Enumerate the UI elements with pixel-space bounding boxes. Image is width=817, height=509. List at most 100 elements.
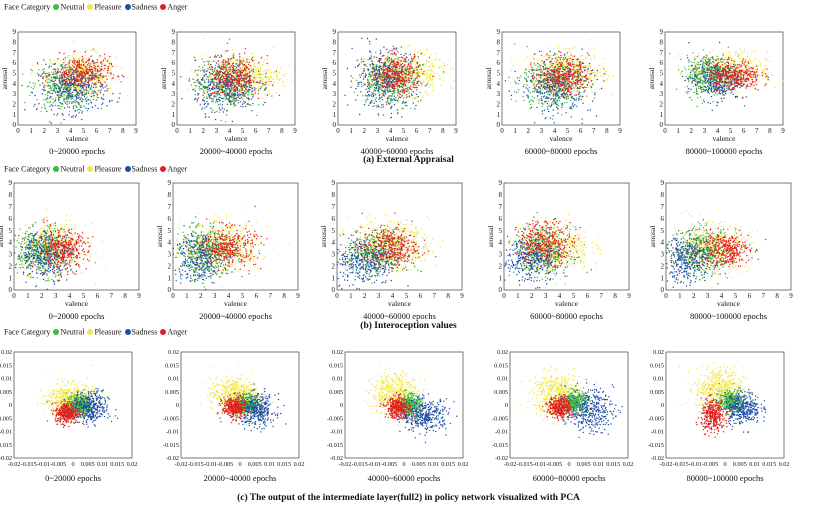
point-anger [216, 73, 218, 75]
point-anger [249, 65, 252, 67]
point-sadness [203, 71, 205, 73]
point-pleasure [72, 56, 75, 59]
point-neutral [201, 58, 203, 60]
point-pleasure [272, 77, 275, 80]
point-neutral [398, 56, 400, 59]
point-anger [249, 78, 251, 80]
point-anger [211, 82, 213, 84]
point-sadness [81, 112, 83, 114]
point-sadness [416, 61, 418, 63]
point-anger [404, 83, 406, 85]
point-neutral [232, 96, 234, 99]
point-neutral [384, 92, 387, 94]
point-pleasure [243, 72, 246, 74]
point-anger [227, 98, 229, 101]
point-sadness [38, 74, 40, 77]
point-anger [243, 80, 245, 82]
point-neutral [385, 63, 387, 65]
point-neutral [195, 85, 198, 87]
point-anger [424, 85, 427, 87]
point-sadness [203, 70, 205, 72]
point-sadness [112, 93, 114, 95]
point-anger [381, 55, 384, 57]
point-neutral [54, 70, 56, 73]
point-neutral [60, 122, 62, 124]
point-neutral [197, 94, 199, 96]
point-sadness [259, 82, 261, 84]
point-pleasure [97, 72, 99, 75]
point-sadness [71, 102, 73, 104]
point-neutral [233, 101, 236, 104]
point-sadness [95, 99, 98, 101]
point-sadness [221, 79, 224, 81]
point-pleasure [428, 69, 431, 71]
point-anger [85, 71, 87, 73]
point-sadness [68, 93, 70, 96]
point-pleasure [61, 87, 63, 90]
point-neutral [59, 108, 62, 110]
point-anger [376, 77, 379, 80]
point-pleasure [205, 93, 207, 95]
point-neutral [416, 76, 418, 78]
point-sadness [64, 90, 67, 93]
point-neutral [212, 71, 215, 74]
point-neutral [42, 69, 44, 71]
point-neutral [211, 70, 214, 73]
point-sadness [214, 88, 216, 90]
point-neutral [366, 65, 368, 68]
point-pleasure [410, 55, 413, 58]
point-anger [77, 79, 79, 81]
point-sadness [82, 86, 84, 88]
point-sadness [93, 83, 95, 86]
point-pleasure [264, 94, 266, 96]
point-pleasure [361, 56, 363, 58]
point-sadness [59, 78, 61, 80]
point-anger [223, 75, 225, 78]
x-tick-label: 4 [228, 127, 232, 135]
point-pleasure [422, 82, 424, 84]
point-neutral [204, 69, 206, 71]
point-pleasure [431, 78, 433, 80]
point-anger [58, 52, 61, 54]
point-neutral [27, 85, 30, 87]
point-pleasure [252, 66, 254, 69]
point-anger [69, 74, 72, 77]
point-anger [395, 64, 397, 66]
point-pleasure [427, 81, 429, 83]
point-neutral [371, 92, 373, 94]
point-anger [244, 67, 246, 69]
point-anger [378, 93, 381, 96]
point-neutral [38, 79, 40, 82]
point-sadness [228, 99, 230, 102]
legend-row-b: Face Category Neutral Pleasure Sadness A… [4, 164, 187, 174]
point-sadness [227, 94, 229, 97]
point-neutral [44, 93, 46, 96]
point-sadness [375, 85, 377, 87]
point-pleasure [276, 67, 278, 69]
point-pleasure [108, 91, 110, 93]
point-anger [77, 63, 79, 66]
point-anger [63, 76, 66, 78]
point-pleasure [96, 80, 99, 83]
point-anger [202, 94, 204, 96]
legend-sadness-marker [124, 329, 131, 336]
point-pleasure [202, 91, 204, 94]
point-anger [76, 61, 78, 64]
point-anger [390, 68, 392, 70]
point-neutral [204, 85, 206, 88]
point-anger [76, 71, 78, 73]
point-anger [100, 72, 102, 75]
legend-row-c: Face Category Neutral Pleasure Sadness A… [4, 327, 187, 337]
point-anger [196, 79, 198, 82]
point-anger [243, 52, 246, 54]
point-pleasure [231, 57, 233, 59]
point-neutral [72, 114, 75, 117]
point-pleasure [430, 68, 432, 70]
y-tick-label: 5 [333, 70, 337, 78]
point-pleasure [564, 63, 566, 66]
point-neutral [405, 97, 407, 99]
point-neutral [416, 71, 418, 73]
point-sadness [31, 91, 33, 94]
point-anger [248, 83, 250, 85]
point-sadness [369, 102, 372, 105]
